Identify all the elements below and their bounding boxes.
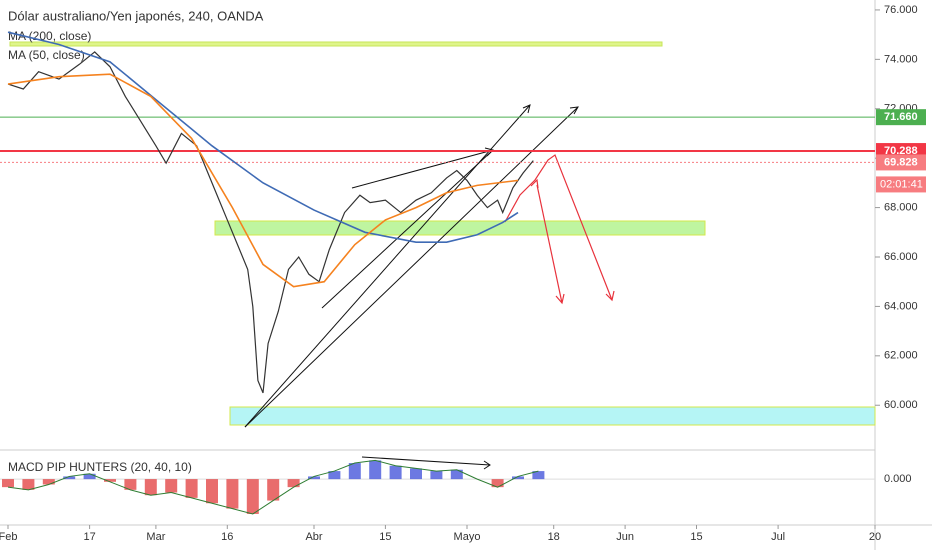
macd-bar [532, 471, 545, 480]
macd-bar [63, 476, 76, 480]
macd-bar [22, 479, 35, 490]
macd-bar [328, 471, 341, 480]
series-line [7, 31, 519, 243]
macd-bar [124, 479, 137, 490]
zone [229, 406, 876, 426]
macd-bar [410, 468, 422, 480]
series-line [7, 51, 534, 394]
macd-bar [206, 479, 218, 504]
y-tick-label: 68.000 [884, 201, 918, 213]
x-tick-label: Mar [146, 531, 165, 543]
series-line [7, 73, 519, 288]
x-tick-label: 15 [690, 531, 702, 543]
zone [9, 41, 663, 47]
trend-lines [244, 104, 579, 470]
macd-line [7, 459, 539, 515]
macd-bar [287, 479, 300, 488]
countdown-box [876, 176, 926, 193]
y-tick-label: 74.000 [884, 53, 918, 65]
y-tick-label: 64.000 [884, 300, 918, 312]
projection-arrows [504, 154, 615, 305]
macd-bar [2, 479, 14, 488]
macd-bar [369, 460, 382, 480]
macd-bar [104, 479, 116, 482]
macd-bar [430, 471, 443, 480]
macd-bar [42, 479, 55, 485]
macd-bar [226, 479, 239, 509]
y-tick-label: 76.000 [884, 4, 918, 16]
macd-bar [83, 473, 96, 480]
macd-bar [246, 479, 259, 514]
price-label-box [876, 109, 926, 126]
y-tick-label: 66.000 [884, 251, 918, 263]
x-tick-label: Feb [0, 531, 17, 543]
x-tick-label: Abr [305, 531, 322, 543]
x-tick-label: Jun [616, 531, 634, 543]
y-tick-label: 62.000 [884, 350, 918, 362]
legend-entry: MA (200, close) [8, 29, 91, 43]
countdown: 02:01:41 [880, 178, 923, 190]
x-tick-label: Jul [771, 531, 785, 543]
legend-entry: MA (50, close) [8, 48, 85, 62]
macd-bar [144, 479, 157, 496]
price-label: 69.828 [884, 156, 918, 168]
macd-bar [308, 476, 320, 480]
macd-bar [512, 476, 524, 480]
macd-bar [165, 479, 178, 493]
macd-bar [389, 465, 402, 480]
macd-title: MACD PIP HUNTERS (20, 40, 10) [8, 460, 192, 474]
zone [214, 220, 706, 236]
chart-title: Dólar australiano/Yen japonés, 240, OAND… [8, 8, 264, 23]
macd-bar [267, 479, 280, 501]
price-label: 71.660 [884, 111, 918, 123]
macd-bar [450, 469, 463, 480]
macd-bar [348, 463, 361, 480]
macd-tick-label: 0.000 [884, 473, 912, 485]
x-tick-label: 15 [379, 531, 391, 543]
x-tick-label: Mayo [454, 531, 481, 543]
x-tick-label: 18 [548, 531, 560, 543]
x-tick-label: 20 [869, 531, 881, 543]
x-tick-label: 16 [221, 531, 233, 543]
macd-bar [185, 479, 198, 498]
price-label-box [876, 154, 926, 171]
price-label: 70.288 [884, 145, 918, 157]
macd-bar [491, 479, 504, 488]
y-tick-label: 60.000 [884, 399, 918, 411]
x-tick-label: 17 [83, 531, 95, 543]
